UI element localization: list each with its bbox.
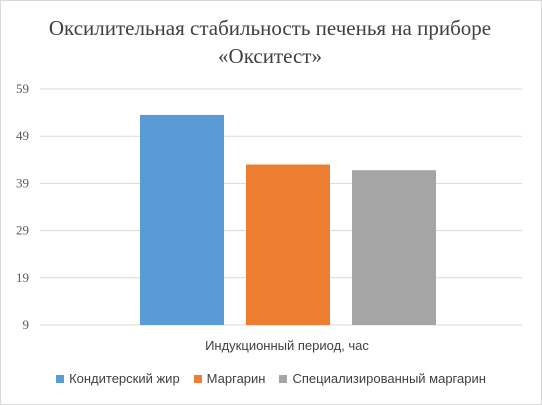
legend-item: Кондитерский жир	[56, 371, 180, 386]
legend-item: Маргарин	[193, 371, 266, 386]
y-tick-label: 59	[16, 81, 29, 96]
legend-label: Маргарин	[206, 371, 266, 386]
y-tick-label: 9	[23, 317, 30, 332]
y-tick-label: 39	[16, 175, 29, 190]
legend-swatch	[279, 374, 288, 383]
chart-title: Оксилительная стабильность печенья на пр…	[48, 16, 492, 68]
bar-1	[140, 114, 224, 326]
bar-2	[246, 164, 330, 325]
y-tick-label: 19	[16, 270, 29, 285]
legend-item: Специализированный маргарин	[279, 371, 486, 386]
legend-label: Кондитерский жир	[69, 371, 180, 386]
bars	[140, 114, 436, 326]
legend: Кондитерский жир Маргарин Специализированн…	[0, 371, 542, 386]
x-axis-label: Индукционный период, час	[205, 338, 369, 353]
y-tick-label: 29	[16, 223, 29, 238]
legend-label: Специализированный маргарин	[292, 371, 486, 386]
bar-3	[352, 170, 436, 325]
legend-swatch	[193, 374, 202, 383]
y-tick-label: 49	[16, 128, 29, 143]
y-axis-ticks: 9 19 29 39 49 59	[16, 81, 29, 332]
legend-swatch	[56, 374, 65, 383]
